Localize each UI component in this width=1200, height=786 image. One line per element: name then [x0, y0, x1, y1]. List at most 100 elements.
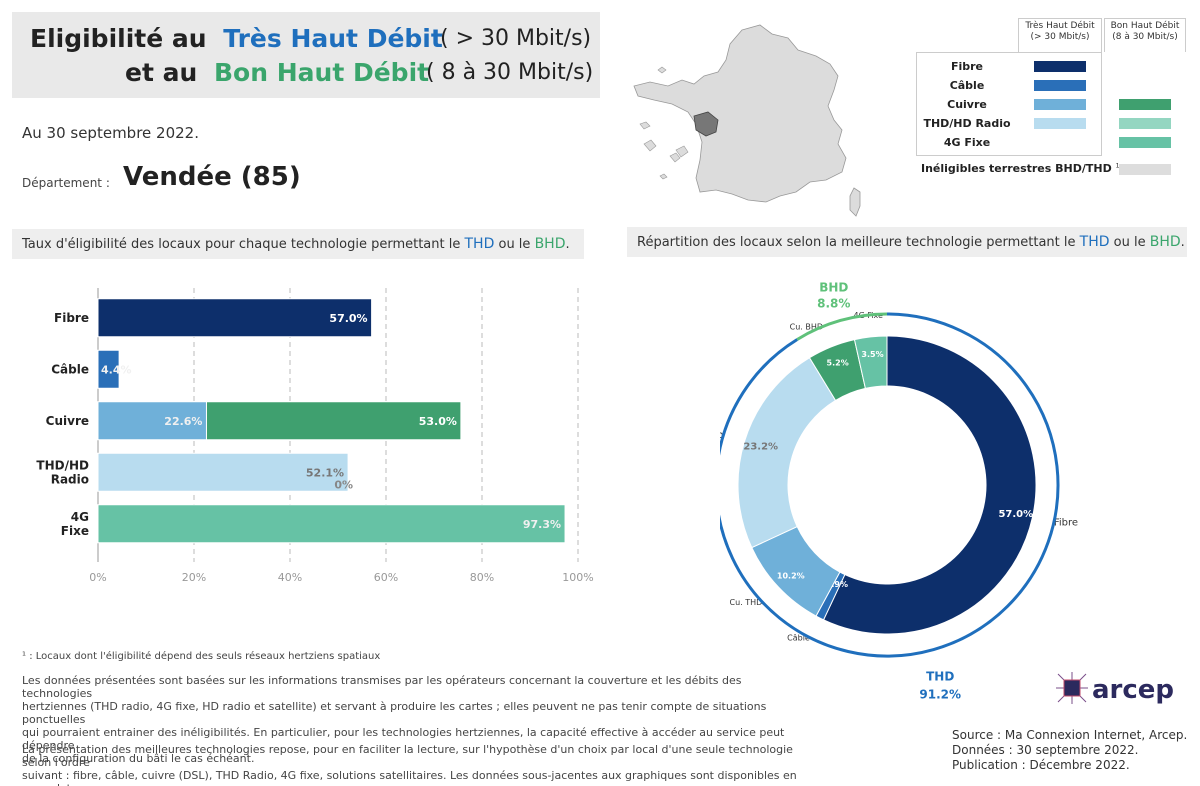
footnote: ¹ : Locaux dont l'éligibilité dépend des…	[22, 651, 381, 662]
bar-subtitle-bhd: BHD	[534, 236, 566, 252]
legend-bhd-header: Bon Haut Débit (8 à 30 Mbit/s)	[1104, 21, 1186, 43]
bar-value-label: 0%	[334, 478, 353, 491]
legend-row-label: Fibre	[950, 60, 984, 73]
arcep-logo-mark	[1056, 672, 1088, 704]
bar-category-label: Cuivre	[46, 414, 89, 428]
x-tick-label: 80%	[470, 571, 494, 584]
donut-outer-ring	[796, 312, 888, 341]
paragraph-1-line: Les données présentées sont basées sur l…	[22, 674, 742, 700]
paragraph-1-line: de la configuration du bâti le cas échéa…	[22, 752, 255, 765]
bar-category-label: Radio	[51, 472, 89, 486]
x-tick-label: 60%	[374, 571, 398, 584]
legend-bhd-header-line2: (8 à 30 Mbit/s)	[1112, 32, 1178, 42]
bar-category-label: 4G	[71, 510, 89, 524]
legend-thd-header-box	[1018, 18, 1102, 52]
source-block: Source : Ma Connexion Internet, Arcep. D…	[952, 728, 1187, 773]
france-outline	[633, 24, 847, 203]
source-line: Source : Ma Connexion Internet, Arcep.	[952, 728, 1188, 742]
bar-segment	[97, 504, 566, 544]
donut-ring-value: 8.8%	[817, 296, 850, 310]
donut-slice	[737, 357, 837, 549]
x-tick-label: 0%	[89, 571, 106, 584]
legend-ineligible: Inéligibles terrestres BHD/THD 1	[921, 162, 1119, 175]
donut-subtitle-thd: THD	[1079, 234, 1110, 250]
title-bhd: Bon Haut Débit	[214, 58, 430, 87]
x-tick-label: 20%	[182, 571, 206, 584]
paragraph-1: Les données présentées sont basées sur l…	[22, 674, 802, 765]
bar-segment	[97, 401, 207, 441]
department-label: Département :	[22, 176, 110, 190]
bar-value-label: 22.6%	[164, 415, 202, 428]
legend-ineligible-swatch	[1119, 164, 1171, 175]
bar-value-label: 4.4%	[101, 363, 132, 376]
paragraph-2: La présentation des meilleures technolog…	[22, 743, 802, 786]
publication-line: Publication : Décembre 2022.	[952, 758, 1130, 772]
donut-subtitle-bhd: BHD	[1149, 234, 1181, 250]
arcep-logo-text: arcep	[1092, 675, 1174, 705]
donut-value-label: 10.2%	[777, 571, 805, 580]
donut-chart-subtitle: Répartition des locaux selon la meilleur…	[627, 227, 1187, 257]
bar-segment	[205, 401, 462, 441]
x-tick-label: 40%	[278, 571, 302, 584]
x-tick-label: 100%	[562, 571, 593, 584]
bar-chart-subtitle: Taux d'éligibilité des locaux pour chaqu…	[12, 229, 584, 259]
title-thd: Très Haut Débit	[223, 24, 443, 53]
donut-subtitle-text: Répartition des locaux selon la meilleur…	[637, 235, 1076, 250]
title-box: Eligibilité au Très Haut Débit ( > 30 Mb…	[12, 12, 600, 98]
donut-value-label: 0.9%	[826, 580, 848, 589]
legend-bhd-header-line1: Bon Haut Débit	[1110, 21, 1180, 31]
donut-outer-ring	[720, 312, 1060, 658]
bar-subtitle-thd: THD	[464, 236, 495, 252]
corsica	[849, 187, 861, 217]
legend-bhd-header-box	[1104, 18, 1186, 52]
donut-slice-name: Fibre	[1054, 517, 1078, 528]
paragraph-1-line: qui pourraient entrainer des inéligibili…	[22, 726, 785, 752]
title-thd-speed: ( > 30 Mbit/s)	[440, 26, 592, 51]
bar-category-label: Fibre	[54, 311, 89, 325]
france-map	[633, 24, 861, 217]
legend-bhd-swatch	[1119, 99, 1171, 110]
legend-thd-swatch	[1034, 61, 1086, 72]
donut-value-label: 3.5%	[861, 350, 883, 359]
legend-thd-swatch	[1034, 118, 1086, 129]
legend-row-label: 4G Fixe	[943, 136, 991, 149]
bar-segment	[97, 298, 373, 338]
department-name: Vendée (85)	[123, 162, 301, 192]
legend-row-label: THD/HD Radio	[923, 117, 1011, 130]
donut-subtitle-or: ou le	[1113, 235, 1146, 250]
legend-thd-swatch	[1034, 99, 1086, 110]
legend-bhd-swatch	[1119, 137, 1171, 148]
donut-ring-name: THD	[926, 670, 954, 684]
bar-segment	[97, 349, 120, 389]
donut-slice	[822, 335, 1037, 635]
paragraph-2-line: suivant : fibre, câble, cuivre (DSL), TH…	[22, 769, 797, 786]
donut-value-label: 5.2%	[827, 359, 849, 368]
donut-slice-name: Câble	[787, 634, 810, 643]
overseas-territories	[639, 66, 689, 180]
legend-bhd-swatch	[1119, 118, 1171, 129]
bar-subtitle-or: ou le	[498, 237, 531, 252]
bar-category-label: Câble	[51, 362, 89, 376]
donut-slice-name: Cu. THD	[730, 598, 763, 607]
donut-ring-value: 91.2%	[919, 688, 961, 700]
title-line-2: et au Bon Haut Débit	[125, 58, 429, 87]
legend-box	[916, 52, 1102, 156]
bar-value-label: 53.0%	[419, 415, 457, 428]
title-line1-prefix: Eligibilité au	[30, 24, 207, 53]
legend-row-label: Cuivre	[947, 98, 987, 111]
donut-value-label: 57.0%	[998, 509, 1033, 520]
bar-value-label: 57.0%	[329, 312, 367, 325]
bar-category-label: Fixe	[61, 524, 89, 538]
bar-chart: 0% 20% 40% 60% 80% 100% Fibre 57.0% Câble 4.4% Cui…	[36, 288, 594, 584]
legend-thd-header-line1: Très Haut Débit	[1025, 21, 1095, 31]
legend-ineligible-label: Inéligibles terrestres BHD/THD	[921, 162, 1112, 175]
title-bhd-speed: ( 8 à 30 Mbit/s)	[426, 60, 594, 85]
data-date-line: Données : 30 septembre 2022.	[952, 743, 1139, 757]
legend-thd-swatch	[1034, 80, 1086, 91]
bar-value-label: 52.1%	[306, 466, 344, 479]
bar-subtitle-end: .	[565, 237, 570, 252]
date-text: Au 30 septembre 2022.	[22, 124, 199, 142]
title-line2-prefix: et au	[125, 58, 198, 87]
vendee-highlight	[693, 111, 719, 137]
donut-slice-name: Cu. BHD	[790, 322, 823, 331]
